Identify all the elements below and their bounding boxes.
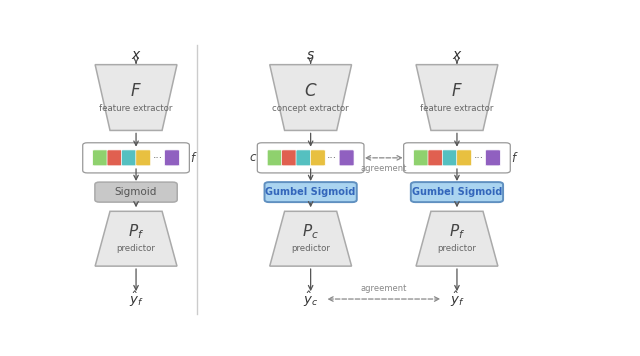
Text: predictor: predictor <box>291 244 330 253</box>
FancyBboxPatch shape <box>310 150 325 166</box>
FancyBboxPatch shape <box>486 150 500 166</box>
Text: $x$: $x$ <box>452 48 462 62</box>
FancyBboxPatch shape <box>257 143 364 173</box>
Text: $c$: $c$ <box>249 151 257 164</box>
Text: Gumbel Sigmoid: Gumbel Sigmoid <box>412 187 502 197</box>
Text: $s$: $s$ <box>306 48 315 62</box>
Polygon shape <box>95 211 177 266</box>
Text: feature extractor: feature extractor <box>99 104 173 113</box>
Text: ···: ··· <box>474 153 484 163</box>
Polygon shape <box>416 65 498 130</box>
FancyBboxPatch shape <box>164 150 179 166</box>
Text: $\hat{y}_f$: $\hat{y}_f$ <box>450 289 464 309</box>
FancyBboxPatch shape <box>136 150 150 166</box>
Polygon shape <box>416 211 498 266</box>
FancyBboxPatch shape <box>457 150 472 166</box>
Text: $C$: $C$ <box>304 82 317 100</box>
Text: agreement: agreement <box>360 284 407 293</box>
Text: $P_c$: $P_c$ <box>302 223 319 241</box>
Polygon shape <box>269 211 351 266</box>
Text: $f$: $f$ <box>511 151 518 165</box>
FancyBboxPatch shape <box>413 150 428 166</box>
Text: Gumbel Sigmoid: Gumbel Sigmoid <box>266 187 356 197</box>
Text: $f$: $f$ <box>190 151 198 165</box>
Text: predictor: predictor <box>438 244 476 253</box>
FancyBboxPatch shape <box>339 150 354 166</box>
FancyBboxPatch shape <box>93 150 108 166</box>
Text: agreement: agreement <box>360 164 407 173</box>
FancyBboxPatch shape <box>404 143 510 173</box>
FancyBboxPatch shape <box>95 182 177 202</box>
FancyBboxPatch shape <box>264 182 356 202</box>
FancyBboxPatch shape <box>296 150 311 166</box>
Text: $F$: $F$ <box>130 82 142 100</box>
Text: $P_f$: $P_f$ <box>128 223 144 241</box>
Text: $\hat{y}_c$: $\hat{y}_c$ <box>303 289 318 309</box>
Text: predictor: predictor <box>116 244 156 253</box>
Polygon shape <box>95 65 177 130</box>
Text: Sigmoid: Sigmoid <box>115 187 157 197</box>
FancyBboxPatch shape <box>442 150 457 166</box>
FancyBboxPatch shape <box>83 143 189 173</box>
Text: concept extractor: concept extractor <box>273 104 349 113</box>
Text: ···: ··· <box>327 153 337 163</box>
Text: ···: ··· <box>152 153 163 163</box>
FancyBboxPatch shape <box>411 182 503 202</box>
Polygon shape <box>269 65 351 130</box>
FancyBboxPatch shape <box>428 150 443 166</box>
Text: $F$: $F$ <box>451 82 463 100</box>
FancyBboxPatch shape <box>122 150 136 166</box>
Text: $P_f$: $P_f$ <box>449 223 465 241</box>
Text: $x$: $x$ <box>131 48 141 62</box>
FancyBboxPatch shape <box>107 150 122 166</box>
Text: $\hat{y}_f$: $\hat{y}_f$ <box>129 289 143 309</box>
Text: feature extractor: feature extractor <box>420 104 493 113</box>
FancyBboxPatch shape <box>268 150 282 166</box>
FancyBboxPatch shape <box>282 150 296 166</box>
